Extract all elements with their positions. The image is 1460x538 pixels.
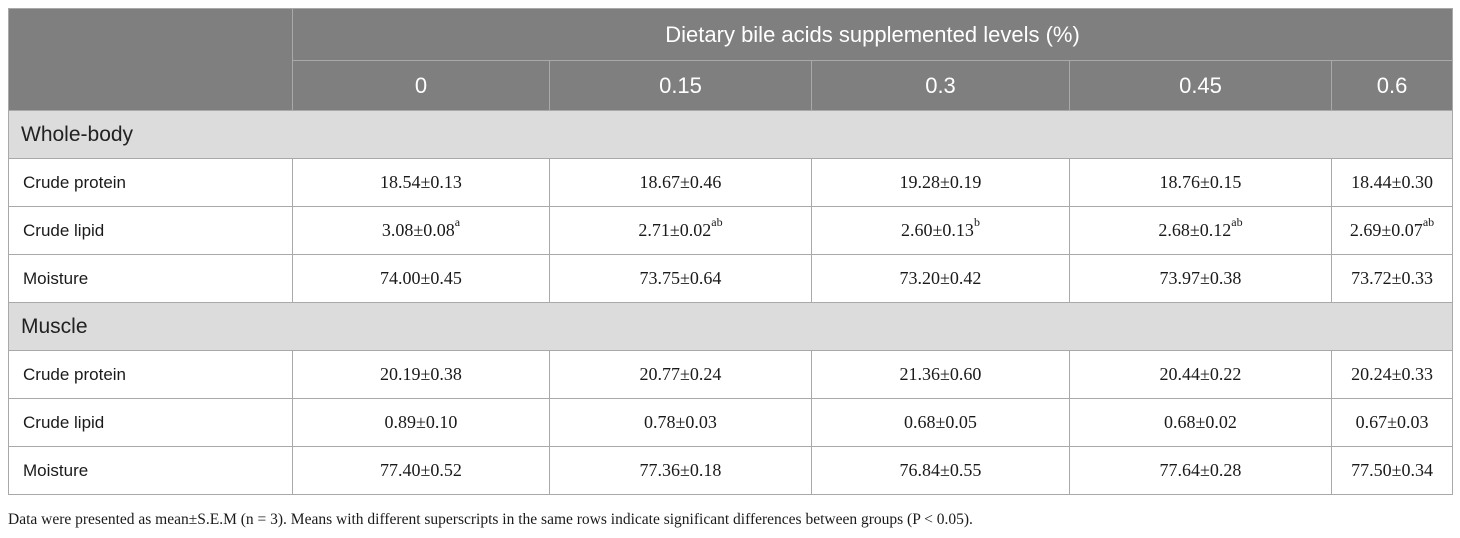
cell-value: 0.68±0.02 (1164, 412, 1237, 432)
row-label: Crude lipid (8, 206, 293, 255)
cell-value: 73.72±0.33 (1351, 268, 1433, 288)
cell-value: 73.20±0.42 (899, 268, 982, 288)
cell-value: 0.78±0.03 (644, 412, 717, 432)
cell-value: 76.84±0.55 (899, 460, 982, 480)
row-label: Moisture (8, 254, 293, 303)
significance-superscript: ab (711, 215, 723, 229)
value-cell: 18.76±0.15 (1069, 158, 1332, 207)
cell-value: 73.97±0.38 (1159, 268, 1242, 288)
cell-value: 77.50±0.34 (1351, 460, 1433, 480)
cell-value: 20.44±0.22 (1159, 364, 1242, 384)
cell-value: 18.67±0.46 (639, 172, 722, 192)
value-cell: 2.68±0.12ab (1069, 206, 1332, 255)
value-cell: 73.75±0.64 (549, 254, 812, 303)
row-label: Moisture (8, 446, 293, 495)
value-cell: 18.54±0.13 (292, 158, 550, 207)
cell-value: 2.68±0.12 (1158, 220, 1232, 240)
value-cell: 3.08±0.08a (292, 206, 550, 255)
value-cell: 0.89±0.10 (292, 398, 550, 447)
composition-table: Dietary bile acids supplemented levels (… (7, 8, 1454, 495)
value-cell: 73.20±0.42 (811, 254, 1070, 303)
header-group-title: Dietary bile acids supplemented levels (… (291, 8, 1454, 61)
value-cell: 20.24±0.33 (1330, 350, 1454, 399)
significance-superscript: ab (1422, 215, 1435, 229)
cell-value: 73.75±0.64 (639, 268, 722, 288)
value-cell: 77.50±0.34 (1330, 446, 1454, 495)
table-row: Crude lipid 3.08±0.08a 2.71±0.02ab 2.60±0.1… (8, 206, 1454, 255)
section-row: Whole-body (7, 110, 1454, 159)
cell-value: 77.36±0.18 (639, 460, 722, 480)
table-row: Crude protein 18.54±0.13 18.67±0.46 19.28±0… (8, 158, 1454, 207)
table-body: Whole-body Crude protein 18.54±0.13 18.67±0… (7, 110, 1454, 495)
value-cell: 77.64±0.28 (1069, 446, 1332, 495)
section-row: Muscle (7, 302, 1454, 351)
table-row: Moisture 74.00±0.45 73.75±0.64 73.20±0.42 73… (8, 254, 1454, 303)
level-header: 0.15 (549, 60, 812, 111)
table-row: Crude lipid 0.89±0.10 0.78±0.03 0.68±0.05 0.… (8, 398, 1454, 447)
value-cell: 0.68±0.05 (811, 398, 1070, 447)
significance-superscript: a (454, 215, 461, 229)
table-row: Crude protein 20.19±0.38 20.77±0.24 21.36±0… (8, 350, 1454, 399)
cell-value: 19.28±0.19 (899, 172, 982, 192)
cell-value: 74.00±0.45 (380, 268, 462, 288)
cell-value: 77.64±0.28 (1159, 460, 1242, 480)
cell-value: 0.68±0.05 (904, 412, 977, 432)
row-label: Crude lipid (8, 398, 293, 447)
value-cell: 77.36±0.18 (549, 446, 812, 495)
level-header: 0 (292, 60, 550, 111)
cell-value: 3.08±0.08 (381, 220, 455, 240)
cell-value: 77.40±0.52 (380, 460, 462, 480)
header-corner-cell (8, 8, 293, 111)
cell-value: 0.67±0.03 (1355, 412, 1429, 432)
cell-value: 20.24±0.33 (1351, 364, 1433, 384)
value-cell: 20.44±0.22 (1069, 350, 1332, 399)
value-cell: 73.97±0.38 (1069, 254, 1332, 303)
cell-value: 2.71±0.02 (638, 220, 712, 240)
cell-value: 18.76±0.15 (1159, 172, 1242, 192)
value-cell: 18.44±0.30 (1330, 158, 1454, 207)
value-cell: 20.19±0.38 (292, 350, 550, 399)
table-row: Moisture 77.40±0.52 77.36±0.18 76.84±0.55 77… (8, 446, 1454, 495)
value-cell: 0.78±0.03 (549, 398, 812, 447)
section-title: Whole-body (7, 110, 1454, 159)
cell-value: 18.44±0.30 (1351, 172, 1433, 192)
row-label: Crude protein (8, 158, 293, 207)
value-cell: 2.71±0.02ab (549, 206, 812, 255)
value-cell: 19.28±0.19 (811, 158, 1070, 207)
significance-superscript: b (973, 215, 980, 229)
cell-value: 20.19±0.38 (380, 364, 462, 384)
value-cell: 21.36±0.60 (811, 350, 1070, 399)
cell-value: 21.36±0.60 (899, 364, 982, 384)
value-cell: 76.84±0.55 (811, 446, 1070, 495)
row-label: Crude protein (8, 350, 293, 399)
cell-value: 20.77±0.24 (639, 364, 722, 384)
value-cell: 77.40±0.52 (292, 446, 550, 495)
value-cell: 2.60±0.13b (811, 206, 1070, 255)
cell-value: 2.69±0.07 (1349, 220, 1423, 240)
section-title: Muscle (7, 302, 1454, 351)
table-footnote: Data were presented as mean±S.E.M (n = 3… (8, 511, 973, 528)
cell-value: 0.89±0.10 (384, 412, 458, 432)
value-cell: 0.68±0.02 (1069, 398, 1332, 447)
value-cell: 74.00±0.45 (292, 254, 550, 303)
value-cell: 2.69±0.07ab (1330, 206, 1454, 255)
level-header: 0.6 (1330, 60, 1454, 111)
cell-value: 2.60±0.13 (901, 220, 974, 240)
value-cell: 18.67±0.46 (549, 158, 812, 207)
value-cell: 73.72±0.33 (1330, 254, 1454, 303)
cell-value: 18.54±0.13 (380, 172, 462, 192)
significance-superscript: ab (1231, 215, 1243, 229)
value-cell: 20.77±0.24 (549, 350, 812, 399)
level-header: 0.3 (811, 60, 1070, 111)
value-cell: 0.67±0.03 (1330, 398, 1454, 447)
level-header: 0.45 (1069, 60, 1332, 111)
